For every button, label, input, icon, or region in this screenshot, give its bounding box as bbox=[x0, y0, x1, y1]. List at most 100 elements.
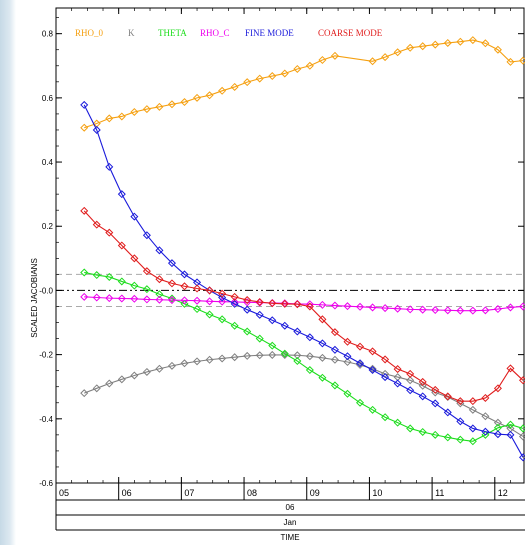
x-tick-label: 11 bbox=[435, 488, 444, 498]
data-point bbox=[268, 316, 277, 325]
series-fine-mode bbox=[80, 100, 525, 462]
data-point bbox=[518, 302, 525, 311]
data-point bbox=[481, 306, 490, 315]
data-point bbox=[481, 412, 490, 421]
data-point bbox=[318, 373, 327, 382]
data-point bbox=[142, 295, 151, 304]
data-point bbox=[343, 302, 352, 311]
data-point bbox=[142, 367, 151, 376]
data-point bbox=[293, 327, 302, 336]
data-point bbox=[493, 418, 502, 427]
data-point bbox=[80, 268, 89, 277]
y-tick-label: 0.4 bbox=[42, 158, 54, 167]
data-point bbox=[318, 300, 327, 309]
y-tick-label: 0.8 bbox=[42, 30, 54, 39]
data-point bbox=[443, 392, 452, 401]
data-point bbox=[230, 353, 239, 362]
data-point bbox=[356, 359, 365, 368]
data-point bbox=[218, 297, 227, 306]
data-point bbox=[293, 300, 302, 309]
data-point bbox=[218, 354, 227, 363]
data-point bbox=[468, 397, 477, 406]
data-point bbox=[130, 294, 139, 303]
series-rho-0 bbox=[80, 36, 525, 132]
data-point bbox=[167, 296, 176, 305]
data-point bbox=[193, 305, 202, 314]
data-point bbox=[406, 43, 415, 52]
data-point bbox=[280, 299, 289, 308]
data-point bbox=[456, 435, 465, 444]
data-point bbox=[205, 286, 214, 295]
series-line bbox=[84, 39, 524, 129]
data-point bbox=[105, 272, 114, 281]
data-point bbox=[255, 310, 264, 319]
data-point bbox=[330, 301, 339, 310]
data-point bbox=[305, 300, 314, 309]
data-point bbox=[180, 282, 189, 291]
data-point bbox=[230, 321, 239, 330]
data-point bbox=[205, 310, 214, 319]
data-point bbox=[130, 281, 139, 290]
data-point bbox=[243, 327, 252, 336]
data-point bbox=[218, 293, 227, 302]
data-point bbox=[418, 392, 427, 401]
data-point bbox=[506, 430, 515, 439]
data-point bbox=[117, 294, 126, 303]
data-point bbox=[481, 393, 490, 402]
data-point bbox=[142, 231, 151, 240]
data-point bbox=[506, 303, 515, 312]
data-point bbox=[506, 57, 515, 66]
data-point bbox=[406, 376, 415, 385]
data-point bbox=[368, 405, 377, 414]
legend-entry: RHO_0 bbox=[75, 28, 104, 38]
data-point bbox=[330, 381, 339, 390]
data-point bbox=[393, 418, 402, 427]
data-point bbox=[155, 364, 164, 373]
data-point bbox=[193, 93, 202, 102]
data-point bbox=[255, 351, 264, 360]
data-point bbox=[443, 433, 452, 442]
data-point bbox=[167, 294, 176, 303]
data-point bbox=[481, 430, 490, 439]
month-row-label: Jan bbox=[284, 518, 297, 527]
data-point bbox=[318, 55, 327, 65]
legend-entry: FINE MODE bbox=[245, 28, 294, 38]
data-point bbox=[80, 123, 89, 132]
data-point bbox=[230, 299, 239, 308]
x-axis: 05 06 07 08 09 10 11 12 bbox=[55, 8, 511, 500]
data-point bbox=[243, 305, 252, 314]
data-point bbox=[406, 369, 415, 378]
data-point bbox=[268, 350, 277, 359]
data-point bbox=[180, 296, 189, 305]
data-point bbox=[468, 424, 477, 433]
x-axis-label: TIME bbox=[280, 533, 299, 542]
data-point bbox=[92, 220, 101, 229]
data-point bbox=[105, 162, 114, 171]
data-point bbox=[293, 357, 302, 366]
data-point bbox=[230, 297, 239, 306]
data-point bbox=[518, 424, 525, 433]
data-point bbox=[493, 430, 502, 439]
data-point bbox=[117, 190, 126, 199]
data-point bbox=[318, 315, 327, 324]
data-point bbox=[393, 379, 402, 388]
series-line bbox=[84, 296, 524, 312]
x-tick-label: 05 bbox=[59, 488, 69, 498]
data-point bbox=[343, 337, 352, 346]
data-point bbox=[343, 352, 352, 361]
plot-frame bbox=[55, 7, 525, 531]
data-point bbox=[130, 107, 139, 116]
data-point bbox=[167, 259, 176, 268]
data-point bbox=[167, 361, 176, 370]
data-point bbox=[293, 351, 302, 360]
data-point bbox=[481, 39, 490, 48]
data-point bbox=[142, 267, 151, 276]
data-point bbox=[305, 302, 314, 311]
x-tick-label: 12 bbox=[498, 488, 508, 498]
data-point bbox=[506, 364, 515, 373]
data-point bbox=[305, 61, 314, 70]
data-point bbox=[393, 304, 402, 313]
data-point bbox=[155, 275, 164, 284]
data-point bbox=[230, 82, 239, 91]
data-point bbox=[167, 100, 176, 109]
